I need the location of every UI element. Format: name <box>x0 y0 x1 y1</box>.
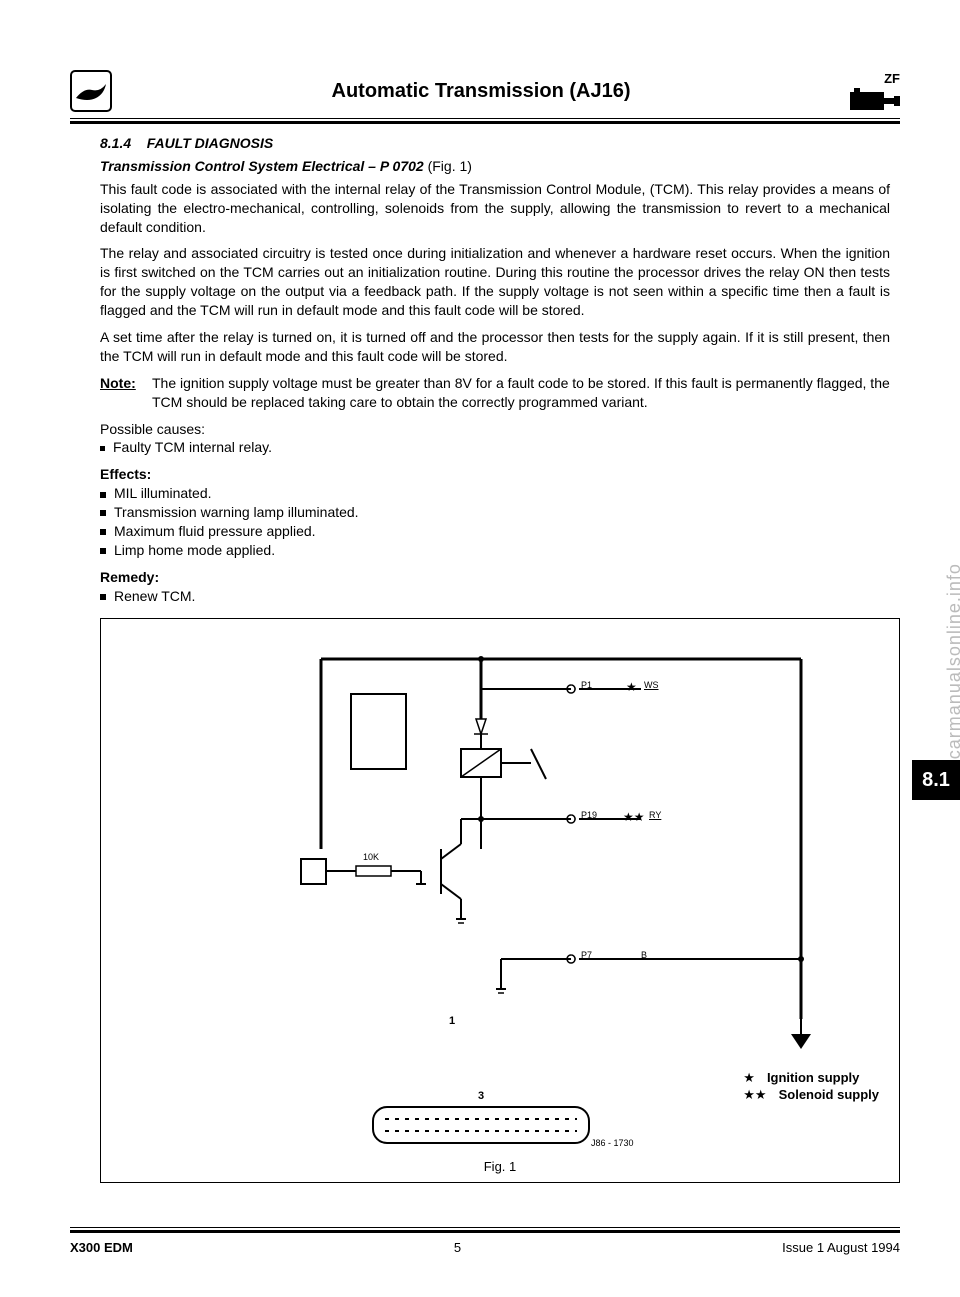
para-3: A set time after the relay is turned on,… <box>100 328 890 366</box>
effects-list: MIL illuminated. Transmission warning la… <box>100 484 890 560</box>
jaguar-logo-icon <box>70 70 112 112</box>
section-subheading: Transmission Control System Electrical –… <box>100 157 890 176</box>
zf-logo: ZF <box>850 70 900 112</box>
zf-label: ZF <box>850 70 900 88</box>
effects-heading: Effects: <box>100 465 890 484</box>
para-2: The relay and associated circuitry is te… <box>100 244 890 320</box>
star-2: ★★ <box>623 809 645 825</box>
star-1: ★ <box>626 679 637 695</box>
note-label: Note: <box>100 374 152 412</box>
causes-list: Faulty TCM internal relay. <box>100 438 890 457</box>
section-number: 8.1.4 <box>100 135 131 151</box>
fig-ref-code: J86 - 1730 <box>591 1137 634 1149</box>
section-subtitle: Transmission Control System Electrical –… <box>100 158 424 174</box>
figure-1: P1 ★ WS P19 ★★ RY P7 B 10K 1 3 J86 - 173… <box>100 618 900 1183</box>
para-1: This fault code is associated with the i… <box>100 180 890 237</box>
legend-star-icon: ★ <box>743 1069 755 1087</box>
label-3: 3 <box>371 1089 591 1104</box>
footer-left: X300 EDM <box>70 1239 133 1257</box>
pin-ws: WS <box>644 679 659 691</box>
watermark: carmanualsonline.info <box>942 563 960 759</box>
list-item: Maximum fluid pressure applied. <box>100 522 890 541</box>
side-tab: 8.1 <box>912 760 960 800</box>
connector: 3 <box>371 1089 591 1146</box>
footer-right: Issue 1 August 1994 <box>782 1239 900 1257</box>
page-title: Automatic Transmission (AJ16) <box>112 78 850 105</box>
legend-dstar-icon: ★★ <box>743 1086 766 1104</box>
section-heading: 8.1.4 FAULT DIAGNOSIS <box>100 134 890 153</box>
list-item: Transmission warning lamp illuminated. <box>100 503 890 522</box>
pin-p1: P1 <box>581 679 592 691</box>
pin-p19: P19 <box>581 809 597 821</box>
list-item: Limp home mode applied. <box>100 541 890 560</box>
res-10k: 10K <box>363 851 379 863</box>
label-1: 1 <box>449 1014 455 1029</box>
fig-ref: (Fig. 1) <box>428 158 472 174</box>
figure-caption: Fig. 1 <box>101 1158 899 1176</box>
list-item: Faulty TCM internal relay. <box>100 438 890 457</box>
note-text: The ignition supply voltage must be grea… <box>152 374 890 412</box>
list-item: Renew TCM. <box>100 587 890 606</box>
list-item: MIL illuminated. <box>100 484 890 503</box>
footer-center: 5 <box>454 1239 461 1257</box>
causes-heading: Possible causes: <box>100 420 890 439</box>
pin-b: B <box>641 949 647 961</box>
remedy-heading: Remedy: <box>100 568 890 587</box>
section-title: FAULT DIAGNOSIS <box>147 135 274 151</box>
remedy-list: Renew TCM. <box>100 587 890 606</box>
page-footer: X300 EDM 5 Issue 1 August 1994 <box>70 1227 900 1257</box>
note-block: Note: The ignition supply voltage must b… <box>100 374 890 412</box>
legend-solenoid: Solenoid supply <box>779 1086 879 1104</box>
pin-ry: RY <box>649 809 661 821</box>
legend-ignition: Ignition supply <box>767 1069 859 1087</box>
legend: ★ Ignition supply ★★ Solenoid supply <box>743 1069 879 1104</box>
pin-p7: P7 <box>581 949 592 961</box>
